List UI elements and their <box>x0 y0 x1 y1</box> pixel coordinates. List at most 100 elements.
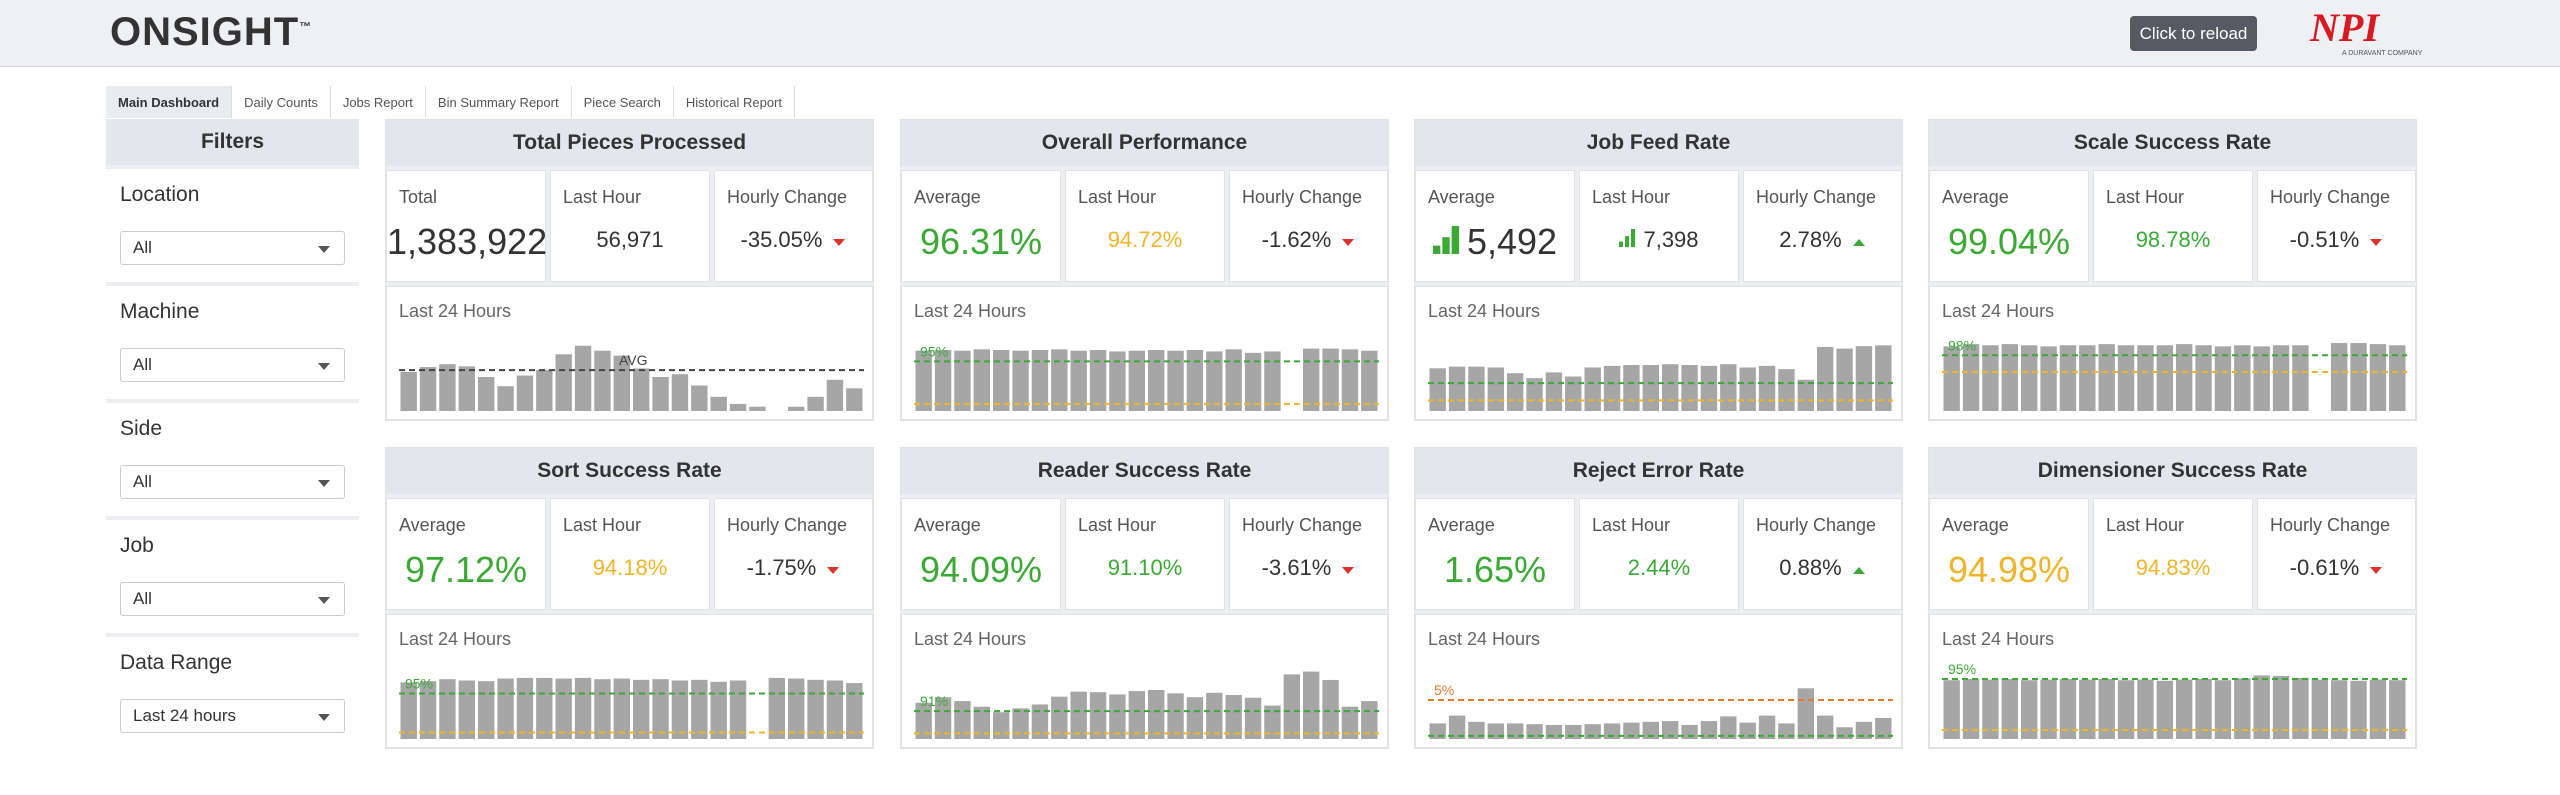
bar <box>1662 364 1679 411</box>
icon-bar <box>1432 245 1441 254</box>
trend-arrow <box>1342 567 1355 574</box>
bar <box>633 679 650 739</box>
bar <box>1341 349 1359 411</box>
stat-box: Average 94.98% <box>1929 498 2089 610</box>
trend-arrow <box>833 239 846 246</box>
filter-select[interactable]: All <box>120 582 345 616</box>
stat-box: Last Hour 94.72% <box>1065 170 1225 282</box>
stat-value: -3.61% <box>1261 555 1332 580</box>
bar <box>1720 716 1737 739</box>
filter-select[interactable]: All <box>120 348 345 382</box>
filter-select[interactable]: All <box>120 465 345 499</box>
bar <box>2350 343 2367 411</box>
bar <box>1545 372 1563 411</box>
bar <box>1070 691 1087 739</box>
bar <box>1642 721 1659 739</box>
stat-value-wrap: 2.44% <box>1580 555 1738 581</box>
bar <box>1836 727 1853 739</box>
bar <box>2292 677 2309 739</box>
rate-icon <box>1619 229 1636 247</box>
bar <box>400 372 417 411</box>
bar <box>2059 679 2077 739</box>
bar <box>1109 694 1126 739</box>
panel-title: Sort Success Rate <box>386 448 873 494</box>
bar <box>2292 345 2309 411</box>
icon-bar <box>1619 241 1624 247</box>
tab[interactable]: Daily Counts <box>232 86 331 118</box>
bar <box>2079 345 2096 411</box>
stat-box: Last Hour 98.78% <box>2093 170 2253 282</box>
bar <box>419 367 437 411</box>
bar <box>1739 367 1756 411</box>
stat-label: Hourly Change <box>2270 187 2391 207</box>
bar <box>1148 689 1165 739</box>
trend-arrow <box>2370 567 2383 574</box>
bar <box>1051 349 1068 411</box>
stat-value: 94.83% <box>2135 555 2211 580</box>
tab[interactable]: Main Dashboard <box>106 86 233 118</box>
sparkline: 5% <box>1428 682 1893 739</box>
bar <box>1662 721 1679 739</box>
reference-label: 98% <box>1948 337 1976 353</box>
tab[interactable]: Historical Report <box>674 86 795 118</box>
bar <box>536 677 553 739</box>
stat-value-wrap: 1.65% <box>1416 549 1574 591</box>
panel: Job Feed Rate Average 5,492 Last Hour 7,398 H… <box>1414 119 1903 421</box>
icon-bar <box>1442 237 1450 254</box>
stat-box: Hourly Change -1.75% <box>714 498 873 610</box>
logo-text: ONSIGHT <box>110 10 300 54</box>
stat-value: 94.72% <box>1107 227 1183 252</box>
tab[interactable]: Piece Search <box>572 86 674 118</box>
stat-label: Hourly Change <box>1756 187 1877 207</box>
stat-value-wrap: 56,971 <box>551 227 709 253</box>
bar <box>1070 350 1087 411</box>
bar <box>574 345 592 411</box>
bar <box>1817 346 1834 411</box>
filter-select[interactable]: Last 24 hours <box>120 699 345 733</box>
stat-value: -0.51% <box>2289 227 2360 252</box>
stat-value-wrap: 98.78% <box>2094 227 2252 253</box>
stat-value: 97.12% <box>404 549 528 590</box>
bar <box>400 682 417 739</box>
bar <box>594 679 611 739</box>
reference-label: 95% <box>920 343 948 359</box>
trend-arrow <box>1342 239 1355 246</box>
bar <box>1603 723 1621 739</box>
bar <box>2117 345 2135 411</box>
filter-select[interactable]: All <box>120 231 345 265</box>
reload-button[interactable]: Click to reload <box>2130 16 2257 51</box>
bar <box>768 677 785 739</box>
bar <box>497 678 514 739</box>
stat-value: 98.78% <box>2135 227 2211 252</box>
bar <box>516 677 534 739</box>
bar <box>671 680 689 739</box>
bar <box>1681 365 1698 411</box>
tab[interactable]: Bin Summary Report <box>426 86 572 118</box>
stat-label: Hourly Change <box>1242 187 1363 207</box>
chart-box: Last 24 Hours 95% <box>1929 614 2416 748</box>
bar <box>2369 679 2387 739</box>
bar <box>1303 348 1320 411</box>
stat-box: Hourly Change 0.88% <box>1743 498 1902 610</box>
filter: Side All <box>106 403 359 516</box>
stat-label: Last Hour <box>563 515 642 535</box>
stat-value-wrap: 94.72% <box>1066 227 1224 253</box>
trend-arrow <box>2370 239 2383 246</box>
bar <box>1962 679 1980 739</box>
bar <box>458 366 475 411</box>
bar <box>2331 680 2348 739</box>
arrow <box>1852 567 1865 574</box>
bar <box>1507 373 1524 411</box>
brand-sub: A DURAVANT COMPANY <box>2342 50 2423 57</box>
bar <box>1012 350 1029 411</box>
bar <box>1186 697 1204 739</box>
bar <box>934 697 952 739</box>
bar <box>2389 680 2406 739</box>
tab[interactable]: Jobs Report <box>331 86 426 118</box>
arrow <box>2370 239 2383 246</box>
bar <box>1322 679 1339 739</box>
bar <box>1468 721 1485 739</box>
filter-label: Side <box>120 417 163 440</box>
bar <box>1982 345 1999 411</box>
chart-label: Last 24 Hours <box>1428 301 1541 321</box>
